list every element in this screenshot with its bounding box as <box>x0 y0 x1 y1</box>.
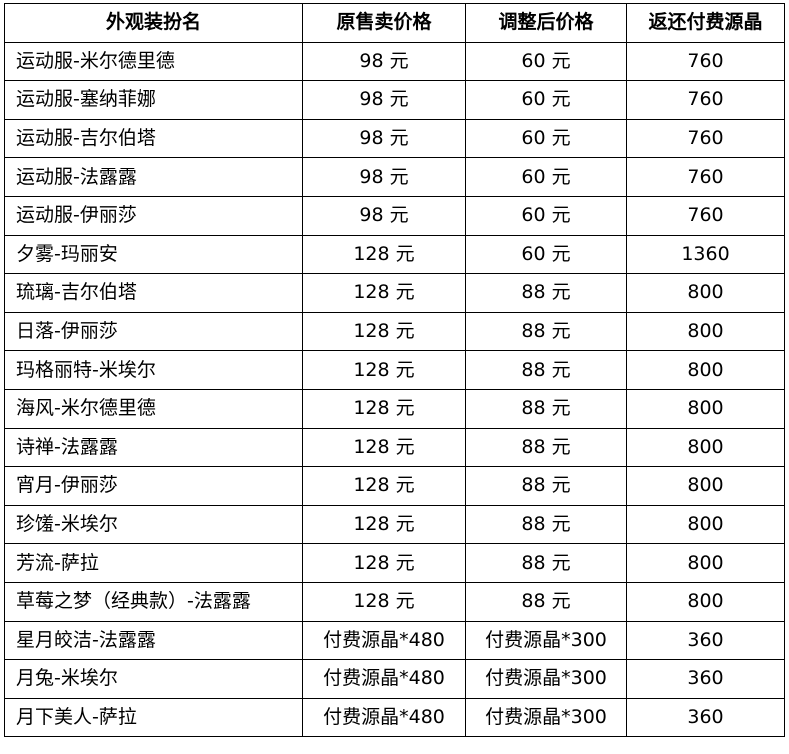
header-original-price: 原售卖价格 <box>302 3 466 43</box>
original-price-cell: 128 元 <box>302 388 466 429</box>
outfit-name-cell: 诗禅-法露露 <box>4 427 303 468</box>
original-price-cell: 128 元 <box>302 466 466 506</box>
adjusted-price-cell: 88 元 <box>465 388 627 429</box>
original-price-cell: 128 元 <box>302 350 466 390</box>
table-row: 夕雾-玛丽安 128 元 60 元 1360 <box>4 234 785 275</box>
refund-cell: 360 <box>626 620 785 661</box>
adjusted-price-cell: 60 元 <box>465 234 627 275</box>
outfit-name-cell: 月下美人-萨拉 <box>4 697 303 738</box>
outfit-name-cell: 宵月-伊丽莎 <box>4 466 303 506</box>
table-row: 玛格丽特-米埃尔 128 元 88 元 800 <box>4 350 785 390</box>
adjusted-price-cell: 60 元 <box>465 157 627 197</box>
refund-cell: 800 <box>626 388 785 429</box>
original-price-cell: 付费源晶*480 <box>302 697 466 738</box>
refund-cell: 760 <box>626 80 785 120</box>
adjusted-price-cell: 60 元 <box>465 80 627 120</box>
header-refund-crystals: 返还付费源晶 <box>626 3 785 43</box>
refund-cell: 760 <box>626 195 785 236</box>
original-price-cell: 128 元 <box>302 311 466 352</box>
outfit-name-cell: 运动服-吉尔伯塔 <box>4 118 303 159</box>
table-row: 运动服-法露露 98 元 60 元 760 <box>4 157 785 197</box>
refund-cell: 800 <box>626 543 785 583</box>
table-row: 珍馐-米埃尔 128 元 88 元 800 <box>4 504 785 545</box>
original-price-cell: 128 元 <box>302 427 466 468</box>
adjusted-price-cell: 88 元 <box>465 350 627 390</box>
refund-cell: 360 <box>626 697 785 738</box>
adjusted-price-cell: 88 元 <box>465 581 627 622</box>
adjusted-price-cell: 付费源晶*300 <box>465 697 627 738</box>
table-row: 运动服-塞纳菲娜 98 元 60 元 760 <box>4 80 785 120</box>
original-price-cell: 付费源晶*480 <box>302 620 466 661</box>
outfit-name-cell: 珍馐-米埃尔 <box>4 504 303 545</box>
original-price-cell: 128 元 <box>302 234 466 275</box>
refund-cell: 800 <box>626 311 785 352</box>
table-row: 芳流-萨拉 128 元 88 元 800 <box>4 543 785 583</box>
original-price-cell: 98 元 <box>302 118 466 159</box>
refund-cell: 760 <box>626 157 785 197</box>
refund-cell: 760 <box>626 118 785 159</box>
adjusted-price-cell: 88 元 <box>465 543 627 583</box>
table-row: 诗禅-法露露 128 元 88 元 800 <box>4 427 785 468</box>
adjusted-price-cell: 88 元 <box>465 466 627 506</box>
outfit-name-cell: 运动服-塞纳菲娜 <box>4 80 303 120</box>
outfit-name-cell: 日落-伊丽莎 <box>4 311 303 352</box>
outfit-name-cell: 运动服-米尔德里德 <box>4 41 303 82</box>
table-row: 琉璃-吉尔伯塔 128 元 88 元 800 <box>4 273 785 313</box>
refund-cell: 800 <box>626 273 785 313</box>
refund-cell: 1360 <box>626 234 785 275</box>
table-row: 运动服-伊丽莎 98 元 60 元 760 <box>4 195 785 236</box>
refund-cell: 800 <box>626 504 785 545</box>
original-price-cell: 98 元 <box>302 41 466 82</box>
adjusted-price-cell: 付费源晶*300 <box>465 659 627 699</box>
adjusted-price-cell: 60 元 <box>465 195 627 236</box>
outfit-name-cell: 海风-米尔德里德 <box>4 388 303 429</box>
original-price-cell: 98 元 <box>302 80 466 120</box>
table-row: 月兔-米埃尔 付费源晶*480 付费源晶*300 360 <box>4 659 785 699</box>
adjusted-price-cell: 88 元 <box>465 311 627 352</box>
adjusted-price-cell: 60 元 <box>465 118 627 159</box>
table-row: 月下美人-萨拉 付费源晶*480 付费源晶*300 360 <box>4 697 785 738</box>
adjusted-price-cell: 88 元 <box>465 427 627 468</box>
refund-cell: 760 <box>626 41 785 82</box>
header-outfit-name: 外观装扮名 <box>4 3 303 43</box>
outfit-name-cell: 玛格丽特-米埃尔 <box>4 350 303 390</box>
price-adjustment-table: 外观装扮名 原售卖价格 调整后价格 返还付费源晶 运动服-米尔德里德 98 元 60… <box>4 3 785 738</box>
outfit-name-cell: 琉璃-吉尔伯塔 <box>4 273 303 313</box>
refund-cell: 800 <box>626 581 785 622</box>
original-price-cell: 128 元 <box>302 543 466 583</box>
table-row: 日落-伊丽莎 128 元 88 元 800 <box>4 311 785 352</box>
refund-cell: 360 <box>626 659 785 699</box>
outfit-name-cell: 夕雾-玛丽安 <box>4 234 303 275</box>
adjusted-price-cell: 88 元 <box>465 504 627 545</box>
table-row: 草莓之梦（经典款）-法露露 128 元 88 元 800 <box>4 581 785 622</box>
outfit-name-cell: 月兔-米埃尔 <box>4 659 303 699</box>
original-price-cell: 98 元 <box>302 157 466 197</box>
header-row: 外观装扮名 原售卖价格 调整后价格 返还付费源晶 <box>4 3 785 43</box>
outfit-name-cell: 芳流-萨拉 <box>4 543 303 583</box>
table-row: 星月皎洁-法露露 付费源晶*480 付费源晶*300 360 <box>4 620 785 661</box>
outfit-name-cell: 运动服-法露露 <box>4 157 303 197</box>
refund-cell: 800 <box>626 350 785 390</box>
table-row: 运动服-米尔德里德 98 元 60 元 760 <box>4 41 785 82</box>
outfit-name-cell: 运动服-伊丽莎 <box>4 195 303 236</box>
refund-cell: 800 <box>626 427 785 468</box>
original-price-cell: 付费源晶*480 <box>302 659 466 699</box>
refund-cell: 800 <box>626 466 785 506</box>
adjusted-price-cell: 88 元 <box>465 273 627 313</box>
original-price-cell: 128 元 <box>302 581 466 622</box>
original-price-cell: 98 元 <box>302 195 466 236</box>
original-price-cell: 128 元 <box>302 273 466 313</box>
adjusted-price-cell: 60 元 <box>465 41 627 82</box>
table-row: 海风-米尔德里德 128 元 88 元 800 <box>4 388 785 429</box>
original-price-cell: 128 元 <box>302 504 466 545</box>
outfit-name-cell: 草莓之梦（经典款）-法露露 <box>4 581 303 622</box>
table-row: 运动服-吉尔伯塔 98 元 60 元 760 <box>4 118 785 159</box>
outfit-name-cell: 星月皎洁-法露露 <box>4 620 303 661</box>
header-adjusted-price: 调整后价格 <box>465 3 627 43</box>
adjusted-price-cell: 付费源晶*300 <box>465 620 627 661</box>
table-row: 宵月-伊丽莎 128 元 88 元 800 <box>4 466 785 506</box>
